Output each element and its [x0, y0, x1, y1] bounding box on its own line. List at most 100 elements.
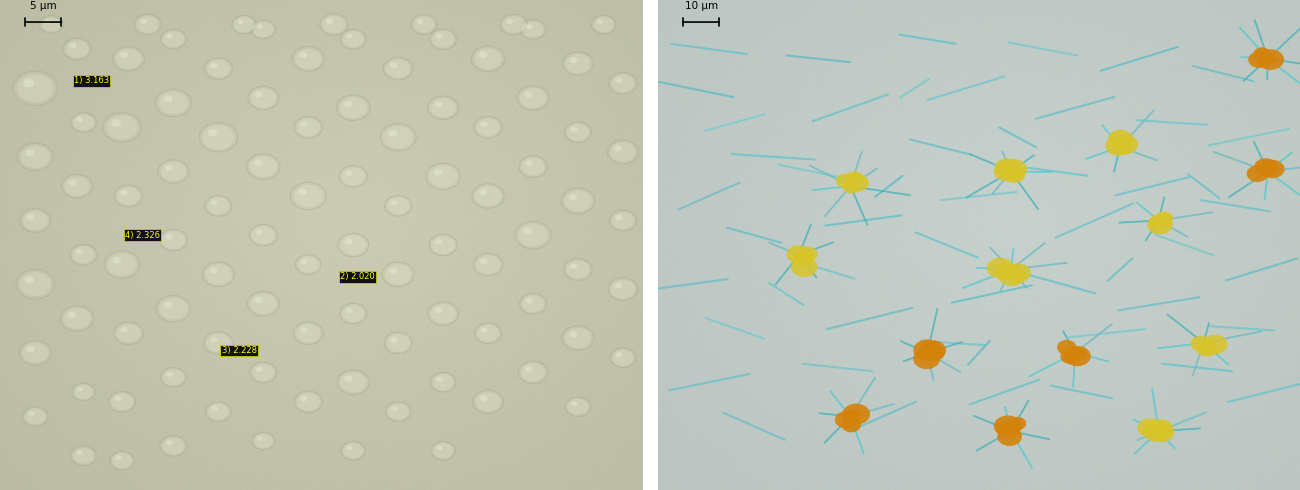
- Circle shape: [390, 62, 398, 68]
- Circle shape: [520, 294, 546, 314]
- Circle shape: [1000, 159, 1027, 179]
- Circle shape: [341, 372, 367, 392]
- Circle shape: [20, 272, 51, 296]
- Circle shape: [993, 162, 1018, 181]
- Circle shape: [73, 246, 95, 263]
- Circle shape: [121, 190, 127, 196]
- Circle shape: [116, 49, 142, 69]
- Circle shape: [46, 20, 51, 24]
- Circle shape: [112, 119, 121, 127]
- Circle shape: [1150, 424, 1174, 442]
- Circle shape: [521, 363, 545, 382]
- Circle shape: [64, 308, 91, 329]
- Circle shape: [231, 15, 256, 34]
- Circle shape: [21, 146, 51, 168]
- Circle shape: [346, 171, 352, 176]
- Circle shape: [434, 169, 442, 176]
- Circle shape: [608, 73, 637, 94]
- Circle shape: [26, 149, 34, 156]
- Circle shape: [380, 123, 416, 151]
- Circle shape: [16, 270, 55, 299]
- Circle shape: [296, 119, 320, 136]
- Circle shape: [841, 417, 861, 432]
- Circle shape: [390, 337, 398, 343]
- Circle shape: [339, 303, 367, 324]
- Circle shape: [477, 119, 499, 136]
- Circle shape: [162, 438, 185, 454]
- Circle shape: [1138, 418, 1162, 437]
- Circle shape: [996, 421, 1017, 436]
- Circle shape: [474, 186, 502, 206]
- Circle shape: [526, 24, 533, 29]
- Circle shape: [207, 334, 230, 352]
- Circle shape: [13, 71, 57, 105]
- Circle shape: [1117, 137, 1132, 149]
- Circle shape: [161, 368, 186, 387]
- Circle shape: [136, 16, 159, 33]
- Circle shape: [608, 278, 638, 300]
- Circle shape: [204, 58, 233, 79]
- Circle shape: [612, 350, 633, 366]
- Circle shape: [107, 115, 138, 140]
- Circle shape: [480, 189, 488, 196]
- Circle shape: [346, 308, 352, 313]
- Circle shape: [569, 57, 577, 63]
- Circle shape: [1061, 349, 1080, 364]
- Circle shape: [27, 214, 35, 220]
- Circle shape: [114, 185, 143, 207]
- Circle shape: [436, 33, 442, 39]
- Circle shape: [103, 113, 142, 142]
- Circle shape: [569, 331, 577, 338]
- Circle shape: [520, 88, 546, 108]
- Circle shape: [252, 226, 274, 244]
- Circle shape: [519, 156, 547, 177]
- Circle shape: [472, 46, 504, 72]
- Circle shape: [476, 392, 501, 412]
- Circle shape: [436, 239, 442, 245]
- Circle shape: [292, 47, 324, 71]
- Circle shape: [111, 393, 133, 410]
- Circle shape: [1254, 158, 1278, 176]
- Circle shape: [835, 411, 857, 428]
- Circle shape: [521, 158, 545, 175]
- Circle shape: [251, 20, 276, 39]
- Circle shape: [77, 249, 83, 254]
- Circle shape: [338, 233, 369, 257]
- Text: 4) 2.326: 4) 2.326: [125, 231, 160, 240]
- Circle shape: [525, 298, 533, 303]
- Circle shape: [159, 160, 188, 183]
- Circle shape: [987, 258, 1014, 278]
- Circle shape: [1201, 343, 1217, 355]
- Circle shape: [234, 17, 254, 32]
- Circle shape: [998, 265, 1026, 286]
- Circle shape: [428, 96, 459, 120]
- Text: 5 μm: 5 μm: [30, 1, 57, 11]
- Circle shape: [247, 154, 280, 179]
- Text: 2) 2.020: 2) 2.020: [341, 272, 376, 281]
- Circle shape: [846, 174, 868, 192]
- Circle shape: [22, 343, 48, 363]
- Circle shape: [77, 117, 83, 122]
- Circle shape: [25, 409, 46, 424]
- Circle shape: [209, 268, 217, 274]
- Circle shape: [430, 304, 456, 323]
- Circle shape: [432, 31, 454, 48]
- Circle shape: [300, 327, 308, 333]
- Circle shape: [433, 443, 454, 459]
- Circle shape: [156, 295, 191, 322]
- Circle shape: [203, 262, 234, 287]
- Circle shape: [337, 95, 370, 121]
- Circle shape: [339, 166, 368, 187]
- Circle shape: [70, 245, 98, 265]
- Circle shape: [481, 327, 488, 333]
- Circle shape: [299, 52, 308, 58]
- Circle shape: [846, 409, 863, 422]
- Circle shape: [346, 34, 352, 39]
- Circle shape: [300, 122, 308, 127]
- Circle shape: [257, 436, 263, 441]
- Circle shape: [120, 52, 127, 58]
- Circle shape: [480, 395, 488, 401]
- Circle shape: [166, 34, 173, 39]
- Circle shape: [417, 19, 424, 24]
- Circle shape: [22, 211, 48, 230]
